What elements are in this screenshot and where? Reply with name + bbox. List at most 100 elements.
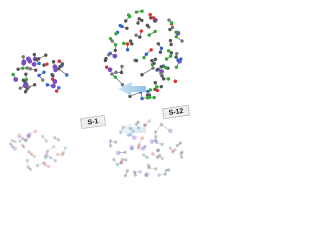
- atom: [178, 141, 183, 145]
- atom: [159, 84, 164, 89]
- atom: [113, 43, 118, 47]
- atom: [26, 132, 32, 137]
- atom: [133, 173, 138, 177]
- atom: [140, 136, 145, 140]
- bond: [43, 162, 46, 166]
- bond: [22, 145, 25, 148]
- bond: [44, 155, 47, 158]
- atom: [123, 150, 127, 155]
- bond: [155, 140, 157, 143]
- atom: [21, 55, 25, 59]
- atom: [33, 129, 38, 133]
- atom: [114, 70, 118, 74]
- atom: [60, 62, 65, 66]
- atom: [163, 172, 167, 176]
- atom: [42, 70, 46, 74]
- atom: [156, 148, 160, 152]
- atom: [32, 52, 37, 57]
- atom: [27, 149, 31, 154]
- atom: [141, 153, 146, 157]
- atom: [25, 158, 29, 163]
- atom: [16, 67, 20, 71]
- bond: [169, 147, 174, 153]
- atom: [25, 133, 31, 139]
- atom: [26, 134, 31, 138]
- atom: [174, 30, 178, 34]
- atom: [42, 160, 46, 165]
- arrow: [118, 82, 146, 96]
- atom: [144, 52, 148, 56]
- bond: [158, 173, 166, 176]
- bond: [42, 136, 47, 142]
- atom: [151, 66, 155, 70]
- bond: [145, 174, 148, 176]
- atom: [104, 65, 109, 69]
- bond: [26, 160, 29, 168]
- bond: [47, 146, 55, 152]
- atom: [151, 16, 156, 20]
- bond: [120, 162, 122, 164]
- bond: [37, 162, 44, 167]
- atom: [166, 49, 171, 53]
- bond: [27, 167, 31, 170]
- tag-label: S-1: [87, 118, 99, 126]
- bond: [142, 146, 146, 149]
- bond: [120, 162, 122, 164]
- atom: [180, 39, 184, 43]
- atom: [168, 27, 172, 32]
- atom: [45, 62, 49, 66]
- atom: [24, 138, 29, 142]
- atom: [120, 64, 124, 69]
- bond: [118, 151, 126, 154]
- atom: [125, 26, 129, 30]
- atom: [53, 159, 57, 163]
- bond: [113, 159, 118, 165]
- atom: [8, 142, 13, 146]
- atom: [153, 130, 158, 134]
- atom: [136, 146, 141, 150]
- atom: [152, 61, 156, 65]
- atom: [114, 32, 118, 36]
- atom: [23, 138, 28, 143]
- atom: [35, 163, 40, 168]
- atom: [125, 169, 130, 173]
- atom: [138, 35, 142, 39]
- atom: [29, 152, 34, 156]
- atom: [12, 146, 17, 151]
- atom: [142, 55, 146, 60]
- atom: [21, 60, 27, 66]
- atom: [112, 53, 118, 59]
- atom: [149, 139, 155, 144]
- bond: [28, 134, 30, 137]
- atom: [155, 85, 159, 89]
- bond: [117, 162, 122, 166]
- atom: [179, 57, 183, 61]
- bond: [61, 152, 64, 155]
- atom: [157, 173, 161, 177]
- atom: [158, 50, 163, 54]
- atom: [140, 9, 144, 13]
- atom: [180, 150, 184, 154]
- atom: [168, 128, 173, 134]
- tag-label: S-12: [168, 108, 184, 117]
- atom: [113, 75, 118, 79]
- atom: [53, 67, 58, 73]
- atom: [144, 173, 148, 178]
- atom: [28, 67, 33, 71]
- atom: [142, 123, 147, 127]
- bond: [121, 159, 123, 163]
- bond: [141, 67, 154, 76]
- atom: [173, 79, 178, 84]
- atom: [118, 23, 122, 28]
- atom: [152, 95, 156, 100]
- bond: [152, 153, 158, 158]
- atom: [112, 157, 116, 162]
- atom: [21, 66, 25, 70]
- bond: [180, 151, 183, 154]
- atom: [130, 42, 134, 46]
- atom: [156, 67, 160, 72]
- bond: [172, 149, 176, 153]
- atom: [140, 18, 144, 23]
- bond: [22, 145, 25, 148]
- atom: [120, 82, 125, 87]
